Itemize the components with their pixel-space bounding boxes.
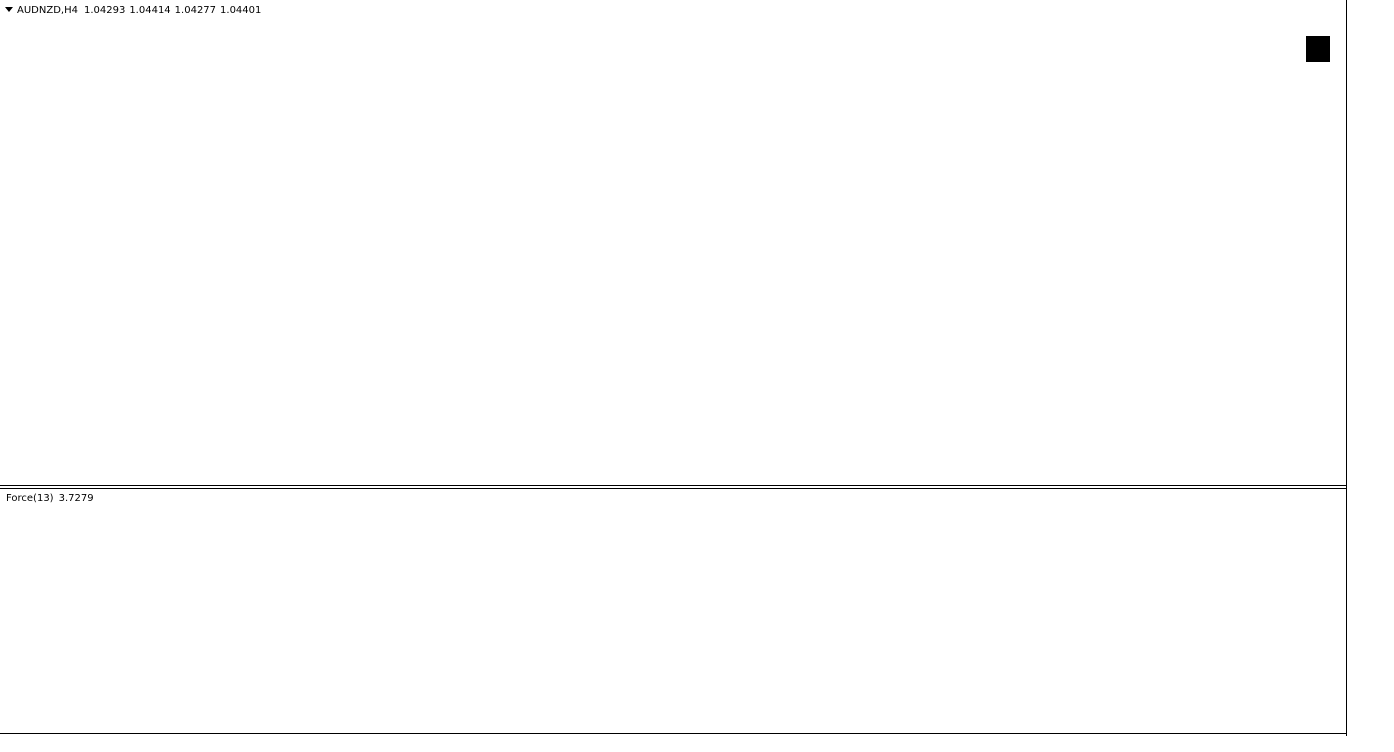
up-arrow — [1290, 4, 1346, 62]
header-value: 1.04277 — [175, 5, 216, 16]
indicator-name: Force(13) — [6, 493, 54, 504]
header-value: 1.04414 — [129, 5, 170, 16]
indicator-header: Force(13) 3.7279 — [6, 493, 94, 504]
chart-header: AUDNZD,H4 1.04293 1.04414 1.04277 1.04401 — [17, 5, 261, 16]
header-icon — [5, 7, 13, 12]
header-value: 1.04401 — [220, 5, 261, 16]
symbol: AUDNZD,H4 — [17, 5, 78, 16]
header-value: 1.04293 — [84, 5, 125, 16]
indicator-value: 3.7279 — [59, 493, 94, 504]
